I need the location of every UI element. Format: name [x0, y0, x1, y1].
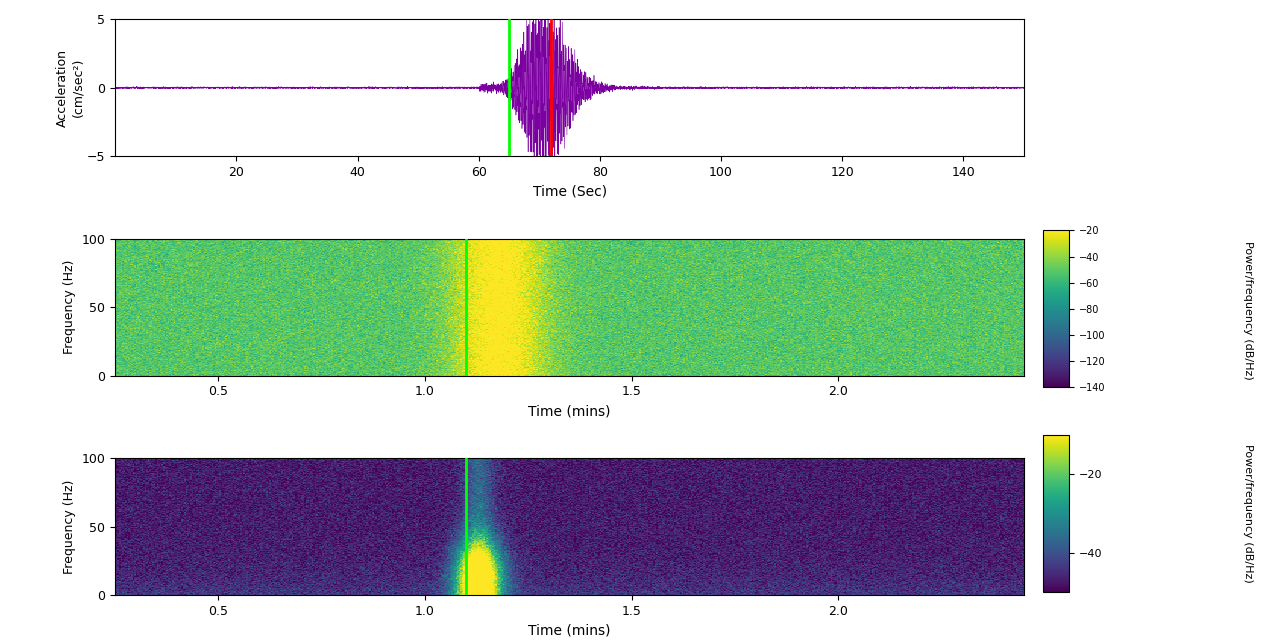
X-axis label: Time (mins): Time (mins) — [529, 623, 611, 637]
Text: Power/frequency (dB/Hz): Power/frequency (dB/Hz) — [1243, 241, 1253, 380]
Y-axis label: Frequency (Hz): Frequency (Hz) — [63, 260, 76, 355]
Y-axis label: Acceleration
(cm/sec²): Acceleration (cm/sec²) — [56, 49, 84, 127]
X-axis label: Time (mins): Time (mins) — [529, 404, 611, 418]
Y-axis label: Frequency (Hz): Frequency (Hz) — [63, 479, 76, 574]
Text: Power/frequency (dB/Hz): Power/frequency (dB/Hz) — [1243, 444, 1253, 582]
X-axis label: Time (Sec): Time (Sec) — [532, 184, 607, 198]
